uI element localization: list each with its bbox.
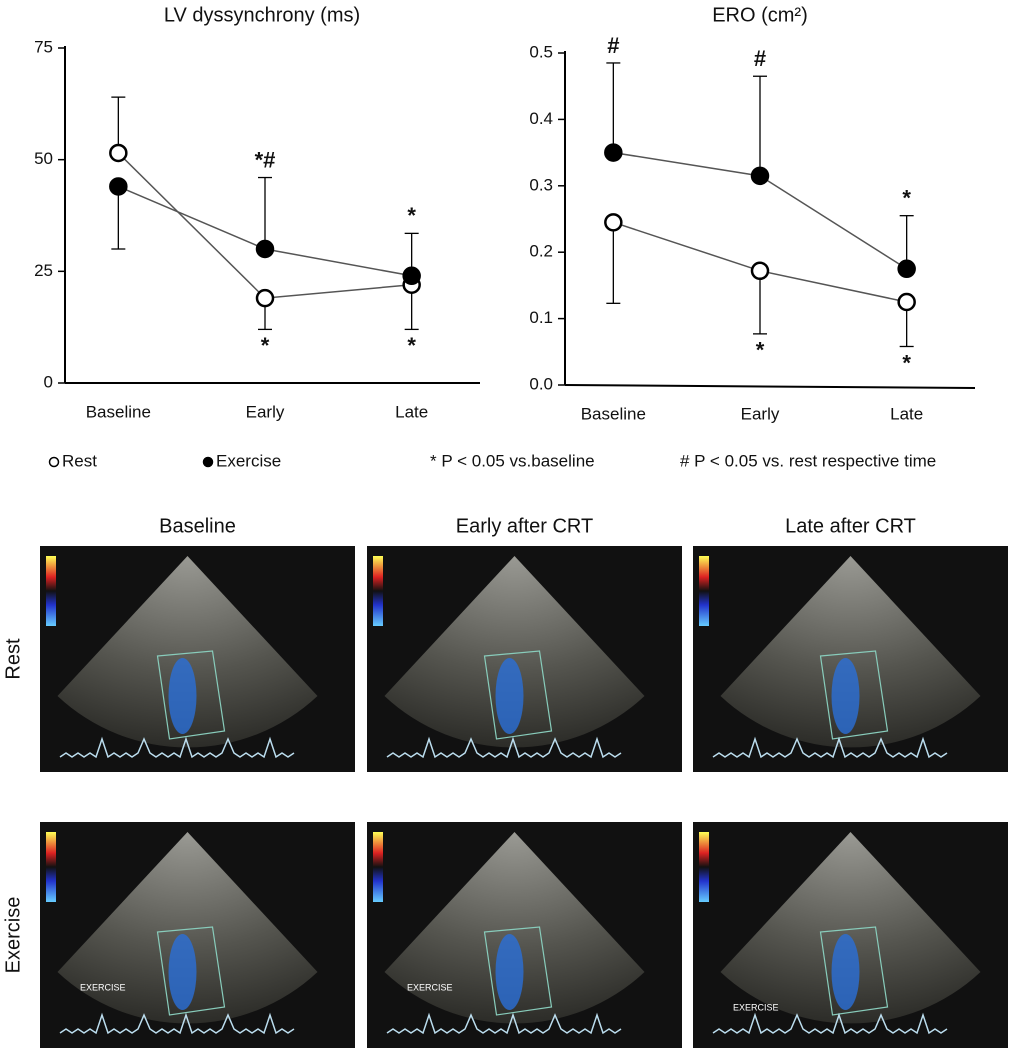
- significance-marker: *: [902, 185, 911, 210]
- jet: [495, 934, 524, 1010]
- ecg: [59, 1012, 295, 1035]
- significance-marker: *: [756, 338, 765, 363]
- note: * P < 0.05 vs.baseline: [430, 451, 595, 470]
- color-doppler: [483, 650, 553, 740]
- data-point: [750, 261, 770, 281]
- significance-marker: *: [407, 203, 416, 228]
- data-point: [109, 177, 128, 196]
- color-doppler: [156, 650, 226, 740]
- data-point: [897, 259, 916, 279]
- echo-image: EXERCISE: [40, 822, 355, 1048]
- data-point: [402, 266, 421, 286]
- x-tick-label: Late: [890, 404, 923, 423]
- significance-marker: *: [261, 333, 270, 358]
- significance-marker: *#: [255, 147, 276, 172]
- echo-image: EXERCISE: [367, 822, 682, 1048]
- color-bar: [699, 556, 709, 626]
- echo-image: [40, 546, 355, 772]
- color-bar: [46, 556, 56, 626]
- significance-marker: #: [607, 33, 619, 58]
- x-tick-label: Late: [395, 402, 428, 421]
- sector: [720, 556, 981, 748]
- color-bar: [373, 556, 383, 626]
- data-point: [750, 166, 770, 186]
- jet: [495, 658, 524, 734]
- y-tick-label: 50: [34, 149, 53, 168]
- ecg: [712, 736, 948, 759]
- sector: [384, 832, 645, 1024]
- y-tick-label: 0.4: [529, 109, 553, 128]
- y-tick-label: 0.0: [529, 374, 553, 393]
- y-tick-label: 0: [44, 372, 53, 391]
- legend-marker: [48, 456, 60, 468]
- significance-marker: *: [902, 350, 911, 375]
- y-tick-label: 0.1: [529, 308, 553, 327]
- overlay-label: EXERCISE: [407, 982, 453, 992]
- data-point: [109, 143, 128, 163]
- echo-image: [693, 546, 1008, 772]
- color-doppler: [483, 926, 553, 1016]
- y-tick-label: 0.2: [529, 242, 553, 261]
- column-header: Baseline: [159, 515, 236, 537]
- data-point: [604, 143, 623, 162]
- y-tick-label: 25: [34, 261, 53, 280]
- jet: [831, 934, 860, 1010]
- data-point: [604, 213, 623, 232]
- x-tick-label: Early: [246, 402, 285, 421]
- chart-title: LV dyssynchrony (ms): [164, 4, 360, 26]
- y-tick-label: 0.3: [529, 175, 553, 194]
- overlay-label: EXERCISE: [733, 1002, 779, 1012]
- legend-label: Rest: [62, 451, 97, 470]
- sector: [57, 556, 318, 748]
- note: # P < 0.05 vs. rest respective time: [680, 451, 936, 470]
- data-point: [255, 239, 275, 259]
- y-tick-label: 0.5: [529, 42, 553, 61]
- echo-image: [367, 546, 682, 772]
- ecg: [386, 736, 622, 759]
- y-tick-label: 75: [34, 37, 53, 56]
- ecg: [712, 1012, 948, 1035]
- color-doppler: [819, 650, 889, 740]
- legend-label: Exercise: [216, 451, 281, 470]
- color-doppler: [819, 926, 889, 1016]
- sector: [57, 832, 318, 1024]
- jet: [168, 934, 197, 1010]
- x-tick-label: Baseline: [86, 402, 151, 421]
- ecg: [386, 1012, 622, 1035]
- x-tick-label: Baseline: [581, 404, 646, 423]
- data-point: [255, 288, 275, 308]
- overlay-label: EXERCISE: [80, 982, 126, 992]
- row-label: Rest: [2, 638, 24, 680]
- jet: [831, 658, 860, 734]
- ecg: [59, 736, 295, 759]
- significance-marker: *: [407, 333, 416, 358]
- jet: [168, 658, 197, 734]
- chart-title: ERO (cm²): [712, 4, 808, 26]
- legend-marker: [202, 456, 214, 468]
- significance-marker: #: [754, 46, 766, 71]
- row-label: Exercise: [2, 897, 24, 974]
- column-header: Early after CRT: [456, 515, 593, 537]
- color-bar: [699, 832, 709, 902]
- x-axis: [564, 384, 976, 389]
- echo-image: EXERCISE: [693, 822, 1008, 1048]
- sector: [720, 832, 981, 1024]
- x-tick-label: Early: [741, 404, 780, 423]
- data-point: [897, 292, 916, 312]
- column-header: Late after CRT: [785, 515, 916, 537]
- color-bar: [373, 832, 383, 902]
- sector: [384, 556, 645, 748]
- color-bar: [46, 832, 56, 902]
- color-doppler: [156, 926, 226, 1016]
